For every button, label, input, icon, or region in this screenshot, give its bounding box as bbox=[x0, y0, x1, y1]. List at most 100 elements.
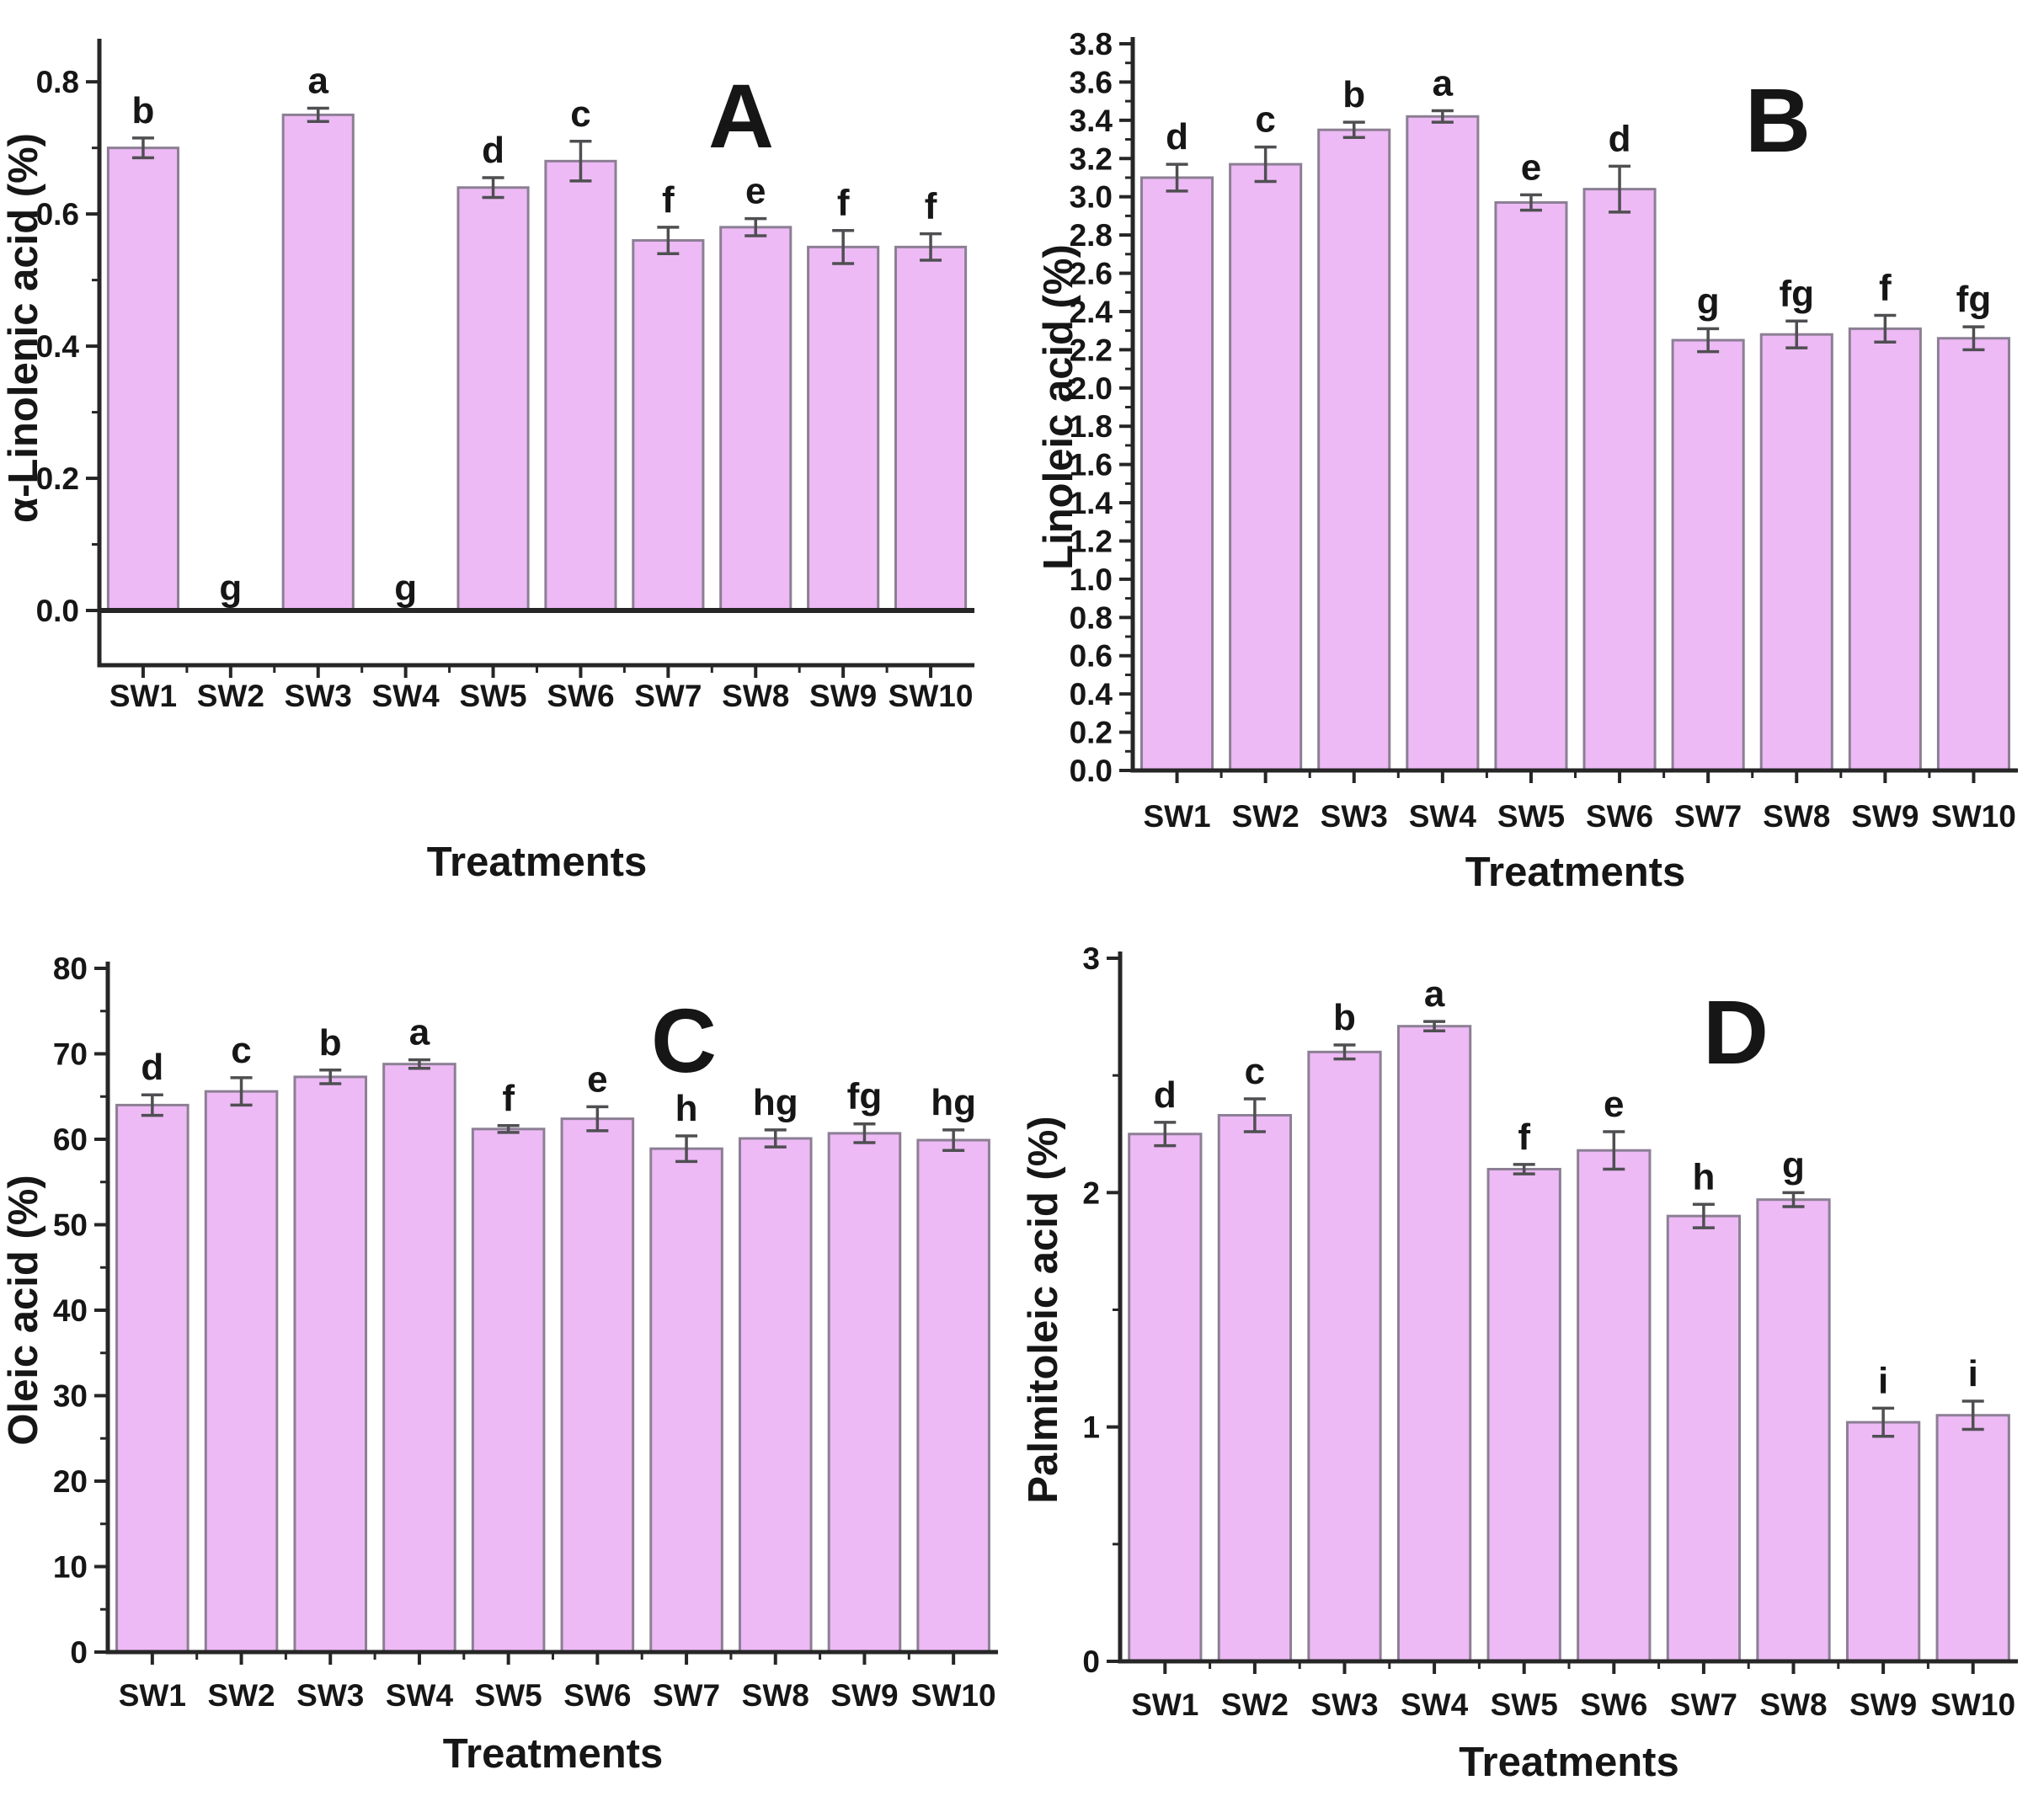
x-tick-label-SW4: SW4 bbox=[372, 679, 440, 713]
bar-SW5 bbox=[471, 1127, 546, 1654]
bar-SW10 bbox=[894, 245, 968, 612]
x-tick-label-SW9: SW9 bbox=[830, 1678, 898, 1713]
x-tick-label-SW3: SW3 bbox=[1310, 1687, 1378, 1722]
sig-letter-SW9: f bbox=[837, 183, 850, 224]
bar-SW9 bbox=[1848, 327, 1922, 772]
y-axis-title: Linoleic acid (%) bbox=[1036, 244, 1081, 570]
sig-letter-SW8: e bbox=[745, 171, 766, 212]
panel-d-svg: d c b a f e h g i i 0 1 2 3 SW1 SW2 SW3 SW4 SW5 SW6 SW7 SW8 SW… bbox=[1022, 941, 2018, 1785]
panel-a-svg: b g a g d c f e f f 0.0 0.2 0.4 0.6 0.8 SW1 SW2 SW3 SW4 SW5… bbox=[1, 39, 974, 885]
sig-letter-SW10: i bbox=[1968, 1353, 1978, 1394]
x-tick-label-SW6: SW6 bbox=[547, 679, 614, 713]
sig-letter-SW7: f bbox=[662, 179, 675, 221]
y-tick-label: 40 bbox=[53, 1293, 88, 1328]
y-tick-label: 30 bbox=[53, 1379, 88, 1414]
sig-letter-SW6: e bbox=[1604, 1084, 1624, 1125]
sig-letter-SW1: b bbox=[132, 90, 155, 131]
x-tick-label-SW9: SW9 bbox=[809, 679, 877, 713]
sig-letter-SW2: c bbox=[1255, 99, 1275, 141]
y-axis-title: α-Linolenic acid (%) bbox=[1, 133, 46, 523]
x-tick-label-SW7: SW7 bbox=[1674, 799, 1742, 834]
sig-letter-SW2: c bbox=[1245, 1051, 1265, 1092]
bar-SW6 bbox=[560, 1117, 635, 1654]
y-tick-label: 2.6 bbox=[1070, 257, 1113, 291]
y-tick-label: 3.8 bbox=[1070, 27, 1113, 61]
x-tick-label-SW1: SW1 bbox=[1131, 1687, 1198, 1722]
bar-SW6 bbox=[1577, 1149, 1652, 1663]
x-tick-label-SW5: SW5 bbox=[459, 679, 526, 713]
sig-letter-SW7: g bbox=[1697, 280, 1720, 322]
y-axis-title: Oleic acid (%) bbox=[1, 1175, 46, 1445]
y-axis-title: Palmitoleic acid (%) bbox=[1022, 1116, 1066, 1503]
y-tick-label: 3.0 bbox=[1070, 180, 1113, 215]
bar-SW8 bbox=[1756, 1198, 1831, 1663]
x-tick-label-SW4: SW4 bbox=[1409, 799, 1477, 834]
panel-c-svg: d c b a f e h hg fg hg 0 10 20 30 40 50 60 70 80 SW1 SW2 SW3 S… bbox=[1, 951, 998, 1777]
y-tick-label: 2.4 bbox=[1070, 295, 1113, 329]
x-tick-label-SW9: SW9 bbox=[1849, 1687, 1917, 1722]
x-axis-title: Treatments bbox=[427, 840, 647, 885]
x-tick-label-SW10: SW10 bbox=[1931, 799, 2016, 834]
bar-SW9 bbox=[827, 1132, 902, 1654]
x-tick-label-SW4: SW4 bbox=[1401, 1687, 1469, 1722]
x-tick-label-SW2: SW2 bbox=[197, 679, 264, 713]
y-tick-label: 0 bbox=[1082, 1644, 1100, 1679]
bar-SW8 bbox=[738, 1137, 813, 1654]
y-tick-label: 3.4 bbox=[1070, 104, 1113, 138]
y-tick-label: 3 bbox=[1082, 941, 1100, 976]
bar-SW3 bbox=[1317, 128, 1391, 772]
sig-letter-SW6: d bbox=[1609, 118, 1631, 159]
y-tick-label: 0.6 bbox=[1070, 639, 1113, 674]
x-tick-label-SW6: SW6 bbox=[1586, 799, 1653, 834]
x-tick-label-SW5: SW5 bbox=[1491, 1687, 1558, 1722]
x-tick-label-SW8: SW8 bbox=[722, 679, 789, 713]
x-tick-label-SW2: SW2 bbox=[1221, 1687, 1289, 1722]
y-tick-label: 0.2 bbox=[1070, 716, 1113, 750]
x-tick-label-SW6: SW6 bbox=[563, 1678, 631, 1713]
sig-letter-SW8: hg bbox=[753, 1082, 798, 1123]
y-tick-label: 0 bbox=[70, 1635, 88, 1670]
sig-letter-SW3: a bbox=[308, 61, 329, 102]
bar-SW10 bbox=[916, 1138, 990, 1654]
sig-letter-SW4: a bbox=[409, 1012, 430, 1053]
bar-SW2 bbox=[1217, 1113, 1293, 1663]
bar-SW3 bbox=[1307, 1050, 1382, 1663]
x-tick-label-SW8: SW8 bbox=[1759, 1687, 1827, 1722]
x-tick-label-SW2: SW2 bbox=[1232, 799, 1300, 834]
y-tick-label: 50 bbox=[53, 1208, 88, 1243]
x-tick-label-SW1: SW1 bbox=[109, 679, 177, 713]
bar-SW1 bbox=[1128, 1133, 1203, 1663]
x-tick-label-SW8: SW8 bbox=[1763, 799, 1830, 834]
x-tick-label-SW10: SW10 bbox=[911, 1678, 996, 1713]
bar-SW4 bbox=[1406, 115, 1480, 772]
x-tick-label-SW1: SW1 bbox=[119, 1678, 186, 1713]
y-tick-label: 1.8 bbox=[1070, 409, 1113, 444]
x-axis-title: Treatments bbox=[1459, 1740, 1678, 1785]
y-tick-label: 10 bbox=[53, 1550, 88, 1585]
x-tick-label-SW10: SW10 bbox=[889, 679, 974, 713]
bar-SW4 bbox=[382, 1063, 456, 1654]
sig-letter-SW1: d bbox=[1154, 1074, 1177, 1116]
sig-letter-SW6: e bbox=[587, 1058, 607, 1100]
y-tick-label: 80 bbox=[53, 951, 88, 986]
y-tick-label: 0.0 bbox=[36, 594, 79, 628]
sig-letter-SW6: c bbox=[570, 93, 590, 135]
sig-letter-SW3: b bbox=[1333, 997, 1356, 1038]
y-tick-label: 1.2 bbox=[1070, 524, 1113, 558]
sig-letter-SW5: e bbox=[1521, 147, 1541, 188]
sig-letter-SW10: f bbox=[925, 186, 937, 227]
sig-letter-SW5: d bbox=[482, 130, 504, 171]
bar-SW5 bbox=[1494, 200, 1568, 772]
x-tick-label-SW4: SW4 bbox=[386, 1678, 454, 1713]
bar-SW5 bbox=[456, 186, 530, 612]
bar-SW7 bbox=[632, 239, 705, 612]
panel-c: d c b a f e h hg fg hg 0 10 20 30 40 50 60 70 80 SW1 SW2 SW3 S… bbox=[0, 904, 1022, 1807]
x-tick-label-SW7: SW7 bbox=[1670, 1687, 1737, 1722]
x-tick-label-SW7: SW7 bbox=[653, 1678, 720, 1713]
bar-SW3 bbox=[281, 113, 355, 612]
x-tick-label-SW2: SW2 bbox=[207, 1678, 275, 1713]
bar-SW9 bbox=[807, 245, 880, 612]
sig-letter-SW2: c bbox=[231, 1030, 251, 1071]
y-tick-label: 1 bbox=[1082, 1410, 1100, 1445]
sig-letter-SW1: d bbox=[1166, 116, 1188, 157]
